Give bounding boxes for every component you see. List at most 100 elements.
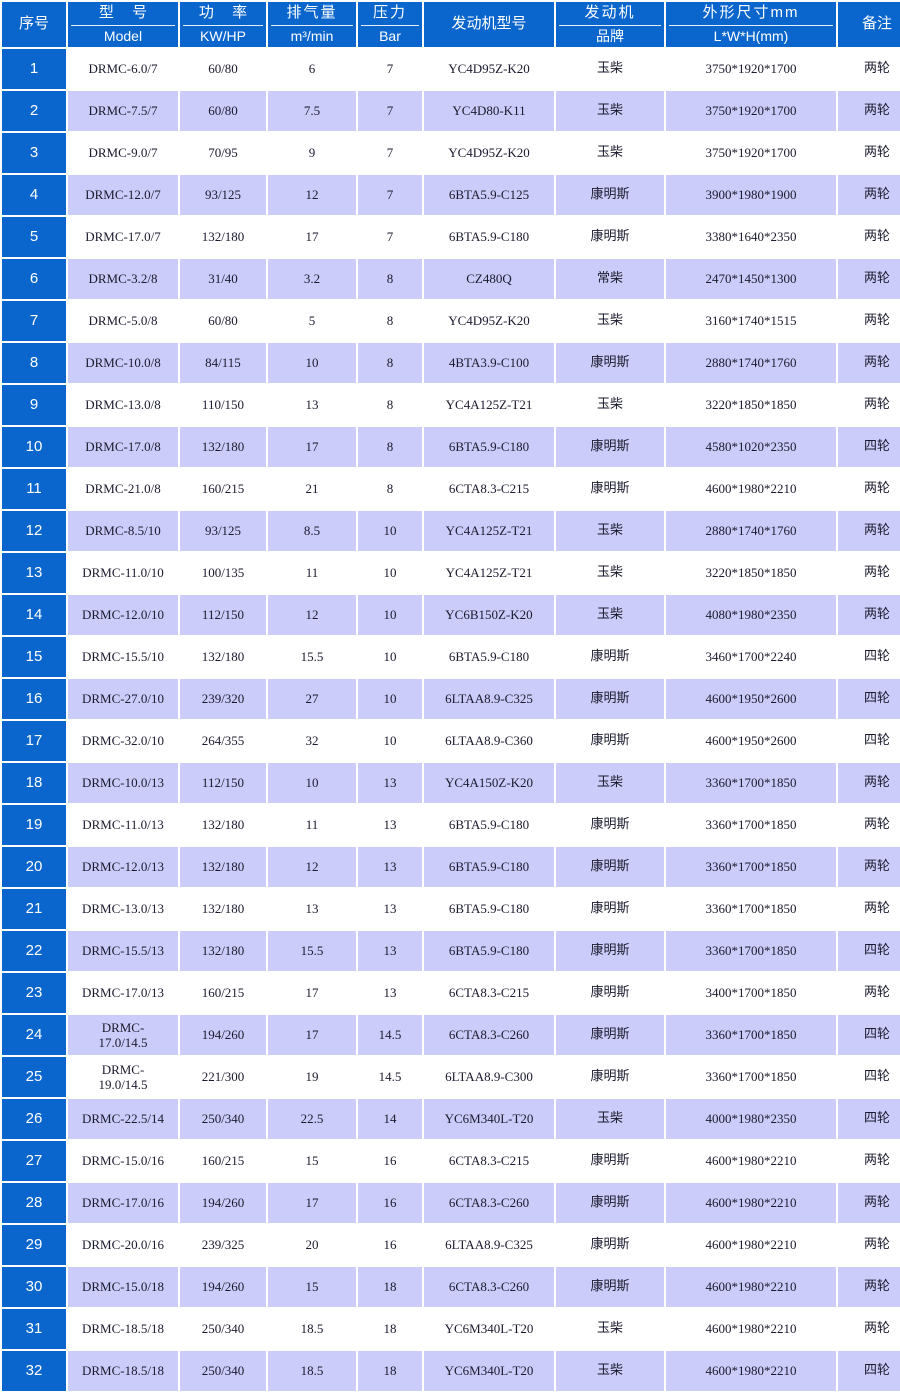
cell-pressure: 18	[358, 1309, 422, 1350]
cell-engine-brand: 康明斯	[556, 469, 664, 510]
cell-remark: 四轮	[838, 1099, 900, 1140]
cell-sequence: 31	[2, 1309, 66, 1350]
cell-flow: 12	[268, 595, 356, 636]
cell-remark: 两轮	[838, 595, 900, 636]
cell-model: DRMC-21.0/8	[68, 469, 178, 510]
cell-sequence: 17	[2, 721, 66, 762]
cell-remark: 两轮	[838, 763, 900, 804]
cell-sequence: 8	[2, 343, 66, 384]
cell-engine-brand: 玉柴	[556, 49, 664, 90]
cell-dimensions: 2470*1450*1300	[666, 259, 836, 300]
cell-power: 132/180	[180, 427, 266, 468]
cell-engine-brand: 康明斯	[556, 721, 664, 762]
cell-pressure: 16	[358, 1183, 422, 1224]
cell-dimensions: 4600*1980*2210	[666, 469, 836, 510]
table-row: 11 DRMC-21.0/8 160/215 21 8 6CTA8.3-C215 康明斯 46…	[2, 469, 900, 510]
cell-sequence: 15	[2, 637, 66, 678]
table-row: 6 DRMC-3.2/8 31/40 3.2 8 CZ480Q 常柴 2470*1450*13…	[2, 259, 900, 300]
cell-flow: 15	[268, 1267, 356, 1308]
table-row: 15 DRMC-15.5/10 132/180 15.5 10 6BTA5.9-C180 康…	[2, 637, 900, 678]
column-header-dimensions-en: L*W*H(mm)	[669, 24, 833, 46]
cell-power: 132/180	[180, 889, 266, 930]
cell-model: DRMC-27.0/10	[68, 679, 178, 720]
cell-power: 160/215	[180, 973, 266, 1014]
cell-remark: 两轮	[838, 973, 900, 1014]
cell-pressure: 10	[358, 511, 422, 552]
cell-remark: 四轮	[838, 637, 900, 678]
cell-pressure: 8	[358, 259, 422, 300]
cell-engine-model: 6CTA8.3-C215	[424, 973, 554, 1014]
table-row: 1 DRMC-6.0/7 60/80 6 7 YC4D95Z-K20 玉柴 3750*1920…	[2, 49, 900, 90]
cell-dimensions: 3360*1700*1850	[666, 889, 836, 930]
cell-engine-brand: 玉柴	[556, 511, 664, 552]
column-header-remark: 备注	[838, 2, 900, 48]
cell-sequence: 6	[2, 259, 66, 300]
table-row: 21 DRMC-13.0/13 132/180 13 13 6BTA5.9-C180 康明斯…	[2, 889, 900, 930]
column-header-pressure-cn: 压力	[372, 4, 407, 21]
table-row: 30 DRMC-15.0/18 194/260 15 18 6CTA8.3-C260 康明斯…	[2, 1267, 900, 1308]
cell-engine-brand: 玉柴	[556, 763, 664, 804]
cell-model: DRMC-22.5/14	[68, 1099, 178, 1140]
cell-pressure: 13	[358, 805, 422, 846]
cell-remark: 两轮	[838, 91, 900, 132]
cell-power: 132/180	[180, 931, 266, 972]
cell-model: DRMC-13.0/13	[68, 889, 178, 930]
cell-engine-brand: 康明斯	[556, 1057, 664, 1098]
cell-sequence: 4	[2, 175, 66, 216]
cell-flow: 18.5	[268, 1351, 356, 1392]
cell-pressure: 13	[358, 973, 422, 1014]
cell-flow: 15.5	[268, 637, 356, 678]
cell-engine-model: 6CTA8.3-C260	[424, 1183, 554, 1224]
cell-flow: 6	[268, 49, 356, 90]
cell-engine-model: YC4A125Z-T21	[424, 553, 554, 594]
cell-engine-brand: 康明斯	[556, 931, 664, 972]
cell-flow: 10	[268, 343, 356, 384]
cell-engine-model: 4BTA3.9-C100	[424, 343, 554, 384]
column-header-power-en: KW/HP	[183, 24, 263, 46]
cell-flow: 17	[268, 1183, 356, 1224]
table-row: 10 DRMC-17.0/8 132/180 17 8 6BTA5.9-C180 康明斯 45…	[2, 427, 900, 468]
cell-remark: 两轮	[838, 1267, 900, 1308]
cell-sequence: 12	[2, 511, 66, 552]
cell-sequence: 11	[2, 469, 66, 510]
cell-pressure: 16	[358, 1225, 422, 1266]
cell-model: DRMC- 17.0/14.5	[68, 1015, 178, 1056]
cell-power: 60/80	[180, 301, 266, 342]
cell-engine-model: YC4D95Z-K20	[424, 301, 554, 342]
cell-engine-model: 6CTA8.3-C260	[424, 1267, 554, 1308]
cell-engine-brand: 玉柴	[556, 553, 664, 594]
cell-pressure: 14	[358, 1099, 422, 1140]
table-row: 32 DRMC-18.5/18 250/340 18.5 18 YC6M340L-T20 玉…	[2, 1351, 900, 1392]
table-row: 23 DRMC-17.0/13 160/215 17 13 6CTA8.3-C215 康明斯…	[2, 973, 900, 1014]
table-row: 5 DRMC-17.0/7 132/180 17 7 6BTA5.9-C180 康明斯 338…	[2, 217, 900, 258]
cell-remark: 四轮	[838, 679, 900, 720]
cell-sequence: 29	[2, 1225, 66, 1266]
table-row: 28 DRMC-17.0/16 194/260 17 16 6CTA8.3-C260 康明斯…	[2, 1183, 900, 1224]
table-row: 3 DRMC-9.0/7 70/95 9 7 YC4D95Z-K20 玉柴 3750*1920…	[2, 133, 900, 174]
cell-engine-model: 6BTA5.9-C125	[424, 175, 554, 216]
cell-model: DRMC-11.0/10	[68, 553, 178, 594]
cell-flow: 10	[268, 763, 356, 804]
cell-model: DRMC-12.0/7	[68, 175, 178, 216]
cell-remark: 四轮	[838, 1351, 900, 1392]
cell-model: DRMC-10.0/8	[68, 343, 178, 384]
cell-dimensions: 3360*1700*1850	[666, 847, 836, 888]
cell-engine-model: 6BTA5.9-C180	[424, 427, 554, 468]
cell-power: 60/80	[180, 91, 266, 132]
cell-power: 194/260	[180, 1183, 266, 1224]
cell-model: DRMC-20.0/16	[68, 1225, 178, 1266]
column-header-flow-cn: 排气量	[286, 4, 338, 21]
cell-sequence: 1	[2, 49, 66, 90]
cell-power: 60/80	[180, 49, 266, 90]
cell-sequence: 3	[2, 133, 66, 174]
column-header-remark-cn: 备注	[861, 15, 892, 33]
cell-engine-brand: 康明斯	[556, 217, 664, 258]
cell-power: 160/215	[180, 1141, 266, 1182]
cell-engine-brand: 康明斯	[556, 1225, 664, 1266]
cell-remark: 四轮	[838, 721, 900, 762]
cell-remark: 两轮	[838, 175, 900, 216]
column-header-engine-brand: 发动机 品牌	[556, 2, 664, 48]
cell-remark: 两轮	[838, 343, 900, 384]
cell-pressure: 10	[358, 637, 422, 678]
cell-remark: 两轮	[838, 259, 900, 300]
